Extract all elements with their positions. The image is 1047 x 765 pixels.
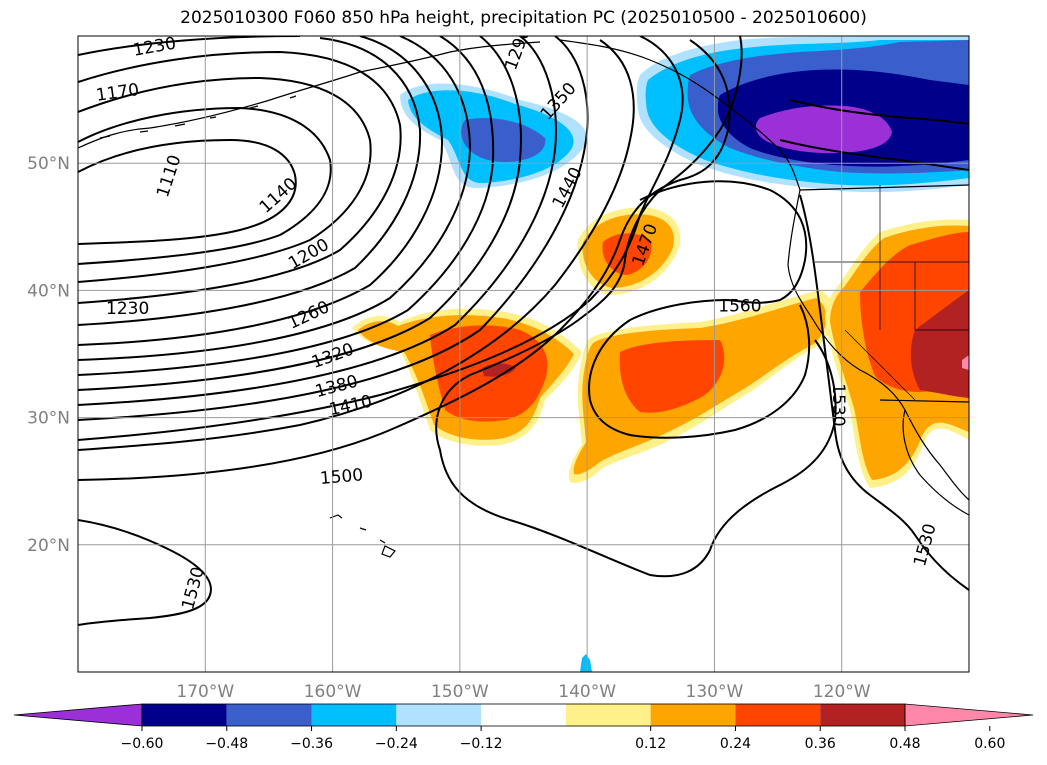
coastline-aleutians (99, 95, 297, 139)
coastlines (78, 39, 969, 558)
lon-label-1: 160°W (304, 682, 362, 702)
colorbar-segment-5 (481, 704, 566, 726)
figure-title: 2025010300 F060 850 hPa height, precipit… (180, 8, 867, 28)
shade-bc-purple (755, 105, 892, 154)
contour-1110 (78, 138, 297, 245)
colorbar-tick-label-9: 0.60 (974, 736, 1005, 752)
lon-label-5: 120°W (813, 682, 871, 702)
contour-1470 (78, 36, 684, 441)
contour-label-16: 1560 (718, 297, 761, 317)
contour-1500-ne (779, 139, 969, 171)
lat-label-0: 20°N (27, 536, 70, 556)
colorbar-tick-label-5: 0.12 (635, 736, 666, 752)
coastline-hawaii (329, 514, 396, 558)
contour-1530-north (435, 36, 837, 578)
contour-label-5: 1230 (106, 299, 149, 319)
precip-positive-shading (352, 207, 969, 488)
colorbar-segment-9 (820, 704, 905, 726)
colorbar: −0.60 −0.48 −0.36 −0.24 −0.12 0.12 0.24 0.36 0.4… (13, 703, 1034, 752)
contour-1140 (78, 106, 332, 265)
lat-label-3: 50°N (27, 154, 70, 174)
contour-1200 (78, 50, 402, 304)
shade-south-edge-cyan (580, 654, 592, 672)
colorbar-segment-2 (226, 704, 312, 726)
contour-1560 (588, 180, 811, 439)
colorbar-segment-4 (396, 704, 482, 726)
shade-west-us-pink (962, 355, 969, 370)
lat-label-2: 40°N (27, 281, 70, 301)
map-gridlines (78, 36, 969, 672)
shade-subtropical-red (619, 340, 725, 413)
map-frame (77, 35, 970, 673)
colorbar-segment-0 (13, 703, 143, 727)
shade-west-us-darkred (910, 290, 969, 398)
contour-1170 (78, 76, 372, 283)
latitude-labels: 20°N 30°N 40°N 50°N (27, 154, 70, 556)
colorbar-segment-8 (735, 704, 821, 726)
lat-label-1: 30°N (27, 409, 70, 429)
colorbar-tick-label-1: −0.48 (205, 736, 248, 752)
svg-text:1560: 1560 (718, 297, 761, 317)
lon-label-3: 140°W (558, 682, 616, 702)
colorbar-segment-1 (142, 704, 227, 726)
contour-1530-west (78, 519, 212, 626)
border-states (815, 185, 969, 401)
border-us-mexico (879, 399, 969, 403)
contour-1320 (78, 36, 495, 376)
colorbar-tick-label-6: 0.24 (720, 736, 751, 752)
contour-1530-east (799, 194, 969, 591)
contour-1440 (78, 39, 635, 451)
contour-1500 (78, 39, 731, 481)
coastline-baja (902, 409, 969, 516)
coastline-alaska-gulf (559, 39, 801, 191)
colorbar-tick-label-0: −0.60 (121, 736, 164, 752)
contour-label-10: 1500 (319, 465, 364, 489)
shade-40n-red (602, 233, 652, 275)
svg-text:1530: 1530 (828, 383, 848, 426)
colorbar-segment-10 (904, 703, 1034, 727)
colorbar-outline (141, 703, 906, 727)
coastline-alaska (78, 41, 541, 149)
colorbar-tick-label-3: −0.24 (375, 736, 418, 752)
contour-1260 (78, 36, 444, 346)
colorbar-segment-6 (565, 704, 651, 726)
shade-ne-pacific-blue (461, 118, 546, 162)
colorbar-tick-label-8: 0.48 (889, 736, 920, 752)
lon-label-2: 150°W (431, 682, 489, 702)
colorbar-tick-label-4: −0.12 (460, 736, 503, 752)
colorbar-segment-3 (311, 704, 397, 726)
colorbar-segment-7 (650, 704, 736, 726)
contour-1380 (78, 36, 557, 406)
coastline-west-us (787, 189, 969, 501)
lon-label-4: 130°W (686, 682, 744, 702)
colorbar-tick-label-2: −0.36 (290, 736, 333, 752)
border-canada-us (799, 184, 969, 191)
contour-label-17: 1530 (828, 383, 848, 426)
svg-text:1230: 1230 (106, 299, 149, 319)
contour-1290 (78, 36, 472, 361)
svg-text:1500: 1500 (319, 465, 364, 489)
contour-1470-ne (789, 99, 969, 125)
colorbar-tick-label-7: 0.36 (805, 736, 836, 752)
longitude-labels: 170°W 160°W 150°W 140°W 130°W 120°W (176, 682, 870, 702)
lon-label-0: 170°W (176, 682, 234, 702)
